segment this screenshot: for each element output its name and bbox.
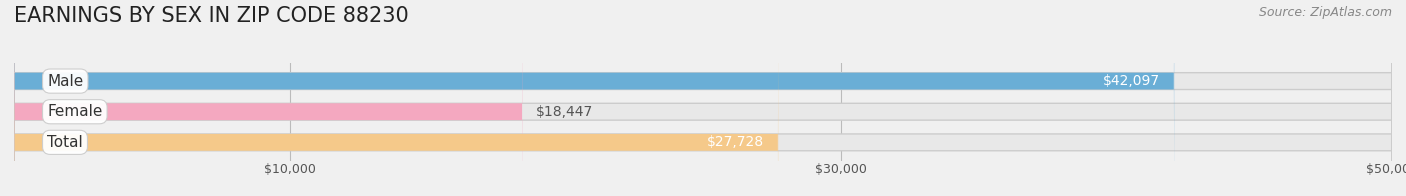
FancyBboxPatch shape — [14, 0, 1174, 196]
FancyBboxPatch shape — [14, 0, 1392, 196]
Text: Female: Female — [48, 104, 103, 119]
Text: $42,097: $42,097 — [1104, 74, 1160, 88]
Text: $27,728: $27,728 — [707, 135, 765, 149]
FancyBboxPatch shape — [14, 0, 1392, 196]
FancyBboxPatch shape — [14, 0, 1392, 196]
FancyBboxPatch shape — [14, 0, 778, 196]
Text: $18,447: $18,447 — [536, 105, 593, 119]
Text: Total: Total — [48, 135, 83, 150]
FancyBboxPatch shape — [14, 0, 523, 196]
Text: Male: Male — [48, 74, 83, 89]
Text: EARNINGS BY SEX IN ZIP CODE 88230: EARNINGS BY SEX IN ZIP CODE 88230 — [14, 6, 409, 26]
Text: Source: ZipAtlas.com: Source: ZipAtlas.com — [1258, 6, 1392, 19]
